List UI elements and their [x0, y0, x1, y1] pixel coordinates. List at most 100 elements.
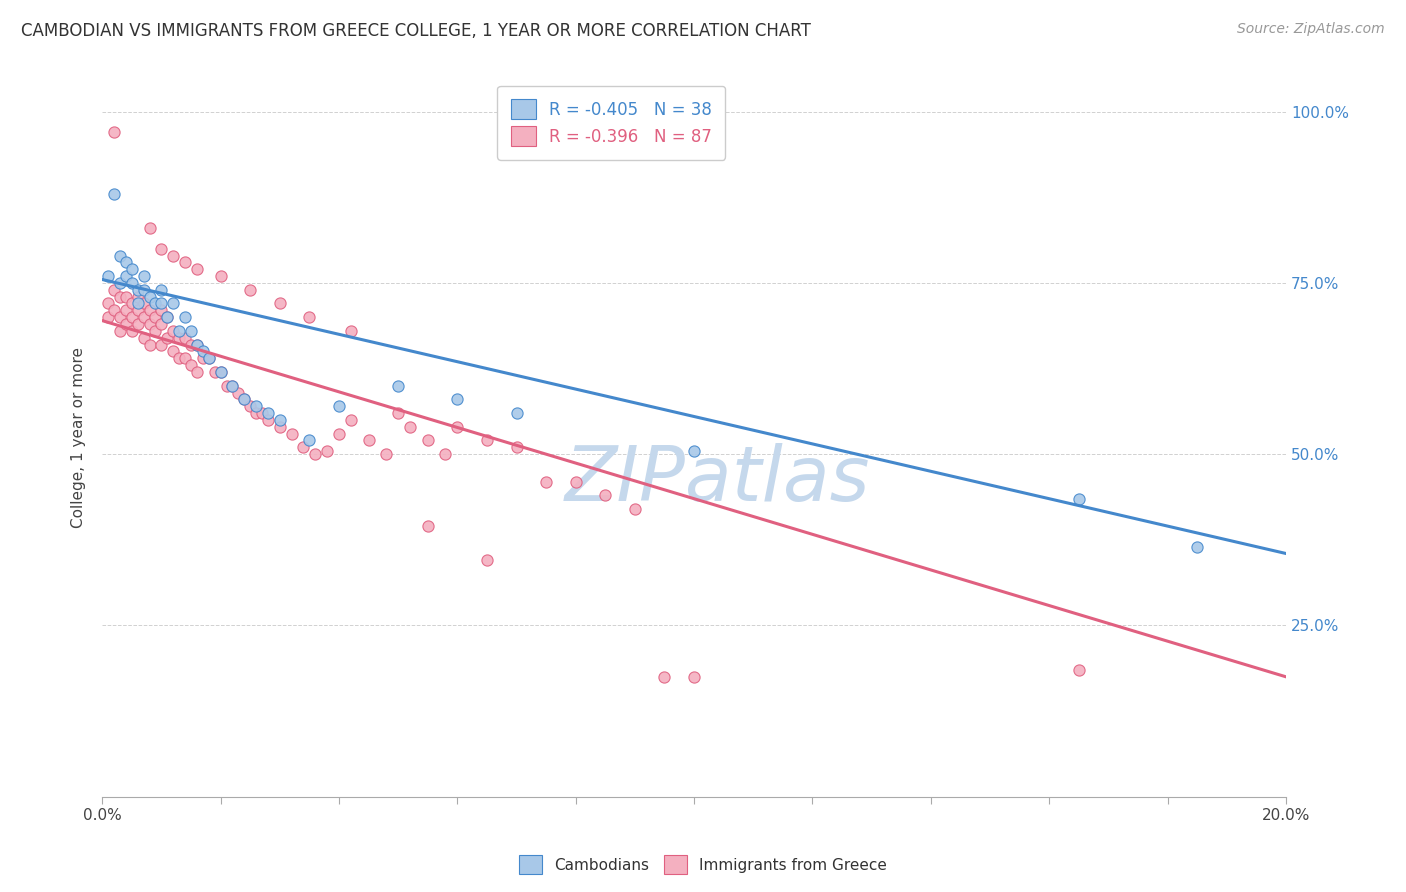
- Point: [127, 283, 149, 297]
- Point: [316, 443, 339, 458]
- Point: [127, 303, 149, 318]
- Point: [280, 426, 302, 441]
- Point: [191, 344, 214, 359]
- Text: ZIPatlas: ZIPatlas: [565, 443, 870, 517]
- Point: [174, 255, 197, 269]
- Point: [250, 406, 273, 420]
- Point: [150, 242, 173, 256]
- Point: [564, 475, 586, 489]
- Point: [138, 317, 160, 331]
- Point: [115, 303, 138, 318]
- Point: [191, 351, 214, 366]
- Point: [221, 378, 243, 392]
- Point: [328, 399, 350, 413]
- Y-axis label: College, 1 year or more: College, 1 year or more: [72, 347, 86, 527]
- Point: [239, 399, 262, 413]
- Point: [1185, 540, 1208, 554]
- Point: [209, 269, 232, 284]
- Point: [167, 351, 190, 366]
- Point: [97, 310, 120, 325]
- Point: [505, 440, 527, 454]
- Point: [257, 413, 280, 427]
- Point: [215, 378, 238, 392]
- Point: [304, 447, 326, 461]
- Point: [156, 310, 179, 325]
- Point: [174, 310, 197, 325]
- Point: [399, 419, 422, 434]
- Point: [145, 324, 167, 338]
- Point: [416, 519, 439, 533]
- Point: [416, 434, 439, 448]
- Point: [387, 378, 409, 392]
- Point: [132, 331, 155, 345]
- Point: [127, 317, 149, 331]
- Point: [475, 434, 498, 448]
- Point: [121, 262, 143, 277]
- Point: [245, 406, 267, 420]
- Point: [328, 426, 350, 441]
- Point: [387, 406, 409, 420]
- Point: [115, 317, 138, 331]
- Point: [167, 331, 190, 345]
- Point: [138, 290, 160, 304]
- Point: [269, 413, 291, 427]
- Point: [197, 351, 219, 366]
- Point: [115, 290, 138, 304]
- Point: [180, 358, 202, 372]
- Point: [127, 290, 149, 304]
- Point: [209, 365, 232, 379]
- Point: [534, 475, 557, 489]
- Point: [340, 413, 363, 427]
- Point: [121, 310, 143, 325]
- Point: [233, 392, 256, 407]
- Point: [162, 248, 184, 262]
- Point: [357, 434, 380, 448]
- Point: [298, 310, 321, 325]
- Point: [204, 365, 226, 379]
- Point: [186, 365, 208, 379]
- Point: [180, 324, 202, 338]
- Point: [180, 337, 202, 351]
- Point: [108, 310, 131, 325]
- Point: [446, 419, 468, 434]
- Point: [103, 186, 125, 201]
- Point: [292, 440, 315, 454]
- Point: [138, 303, 160, 318]
- Point: [121, 296, 143, 310]
- Legend: Cambodians, Immigrants from Greece: Cambodians, Immigrants from Greece: [513, 849, 893, 880]
- Point: [132, 269, 155, 284]
- Point: [186, 337, 208, 351]
- Point: [197, 351, 219, 366]
- Point: [269, 419, 291, 434]
- Point: [150, 296, 173, 310]
- Point: [239, 283, 262, 297]
- Point: [162, 344, 184, 359]
- Point: [150, 317, 173, 331]
- Point: [257, 406, 280, 420]
- Point: [97, 296, 120, 310]
- Point: [156, 310, 179, 325]
- Point: [228, 385, 250, 400]
- Point: [375, 447, 398, 461]
- Point: [683, 443, 706, 458]
- Point: [132, 296, 155, 310]
- Point: [269, 296, 291, 310]
- Point: [108, 324, 131, 338]
- Point: [103, 283, 125, 297]
- Point: [108, 290, 131, 304]
- Point: [1067, 663, 1090, 677]
- Point: [97, 269, 120, 284]
- Point: [156, 331, 179, 345]
- Point: [174, 331, 197, 345]
- Point: [434, 447, 457, 461]
- Point: [340, 324, 363, 338]
- Point: [138, 337, 160, 351]
- Point: [162, 296, 184, 310]
- Point: [174, 351, 197, 366]
- Point: [233, 392, 256, 407]
- Point: [167, 324, 190, 338]
- Text: CAMBODIAN VS IMMIGRANTS FROM GREECE COLLEGE, 1 YEAR OR MORE CORRELATION CHART: CAMBODIAN VS IMMIGRANTS FROM GREECE COLL…: [21, 22, 811, 40]
- Point: [475, 553, 498, 567]
- Point: [145, 310, 167, 325]
- Point: [103, 303, 125, 318]
